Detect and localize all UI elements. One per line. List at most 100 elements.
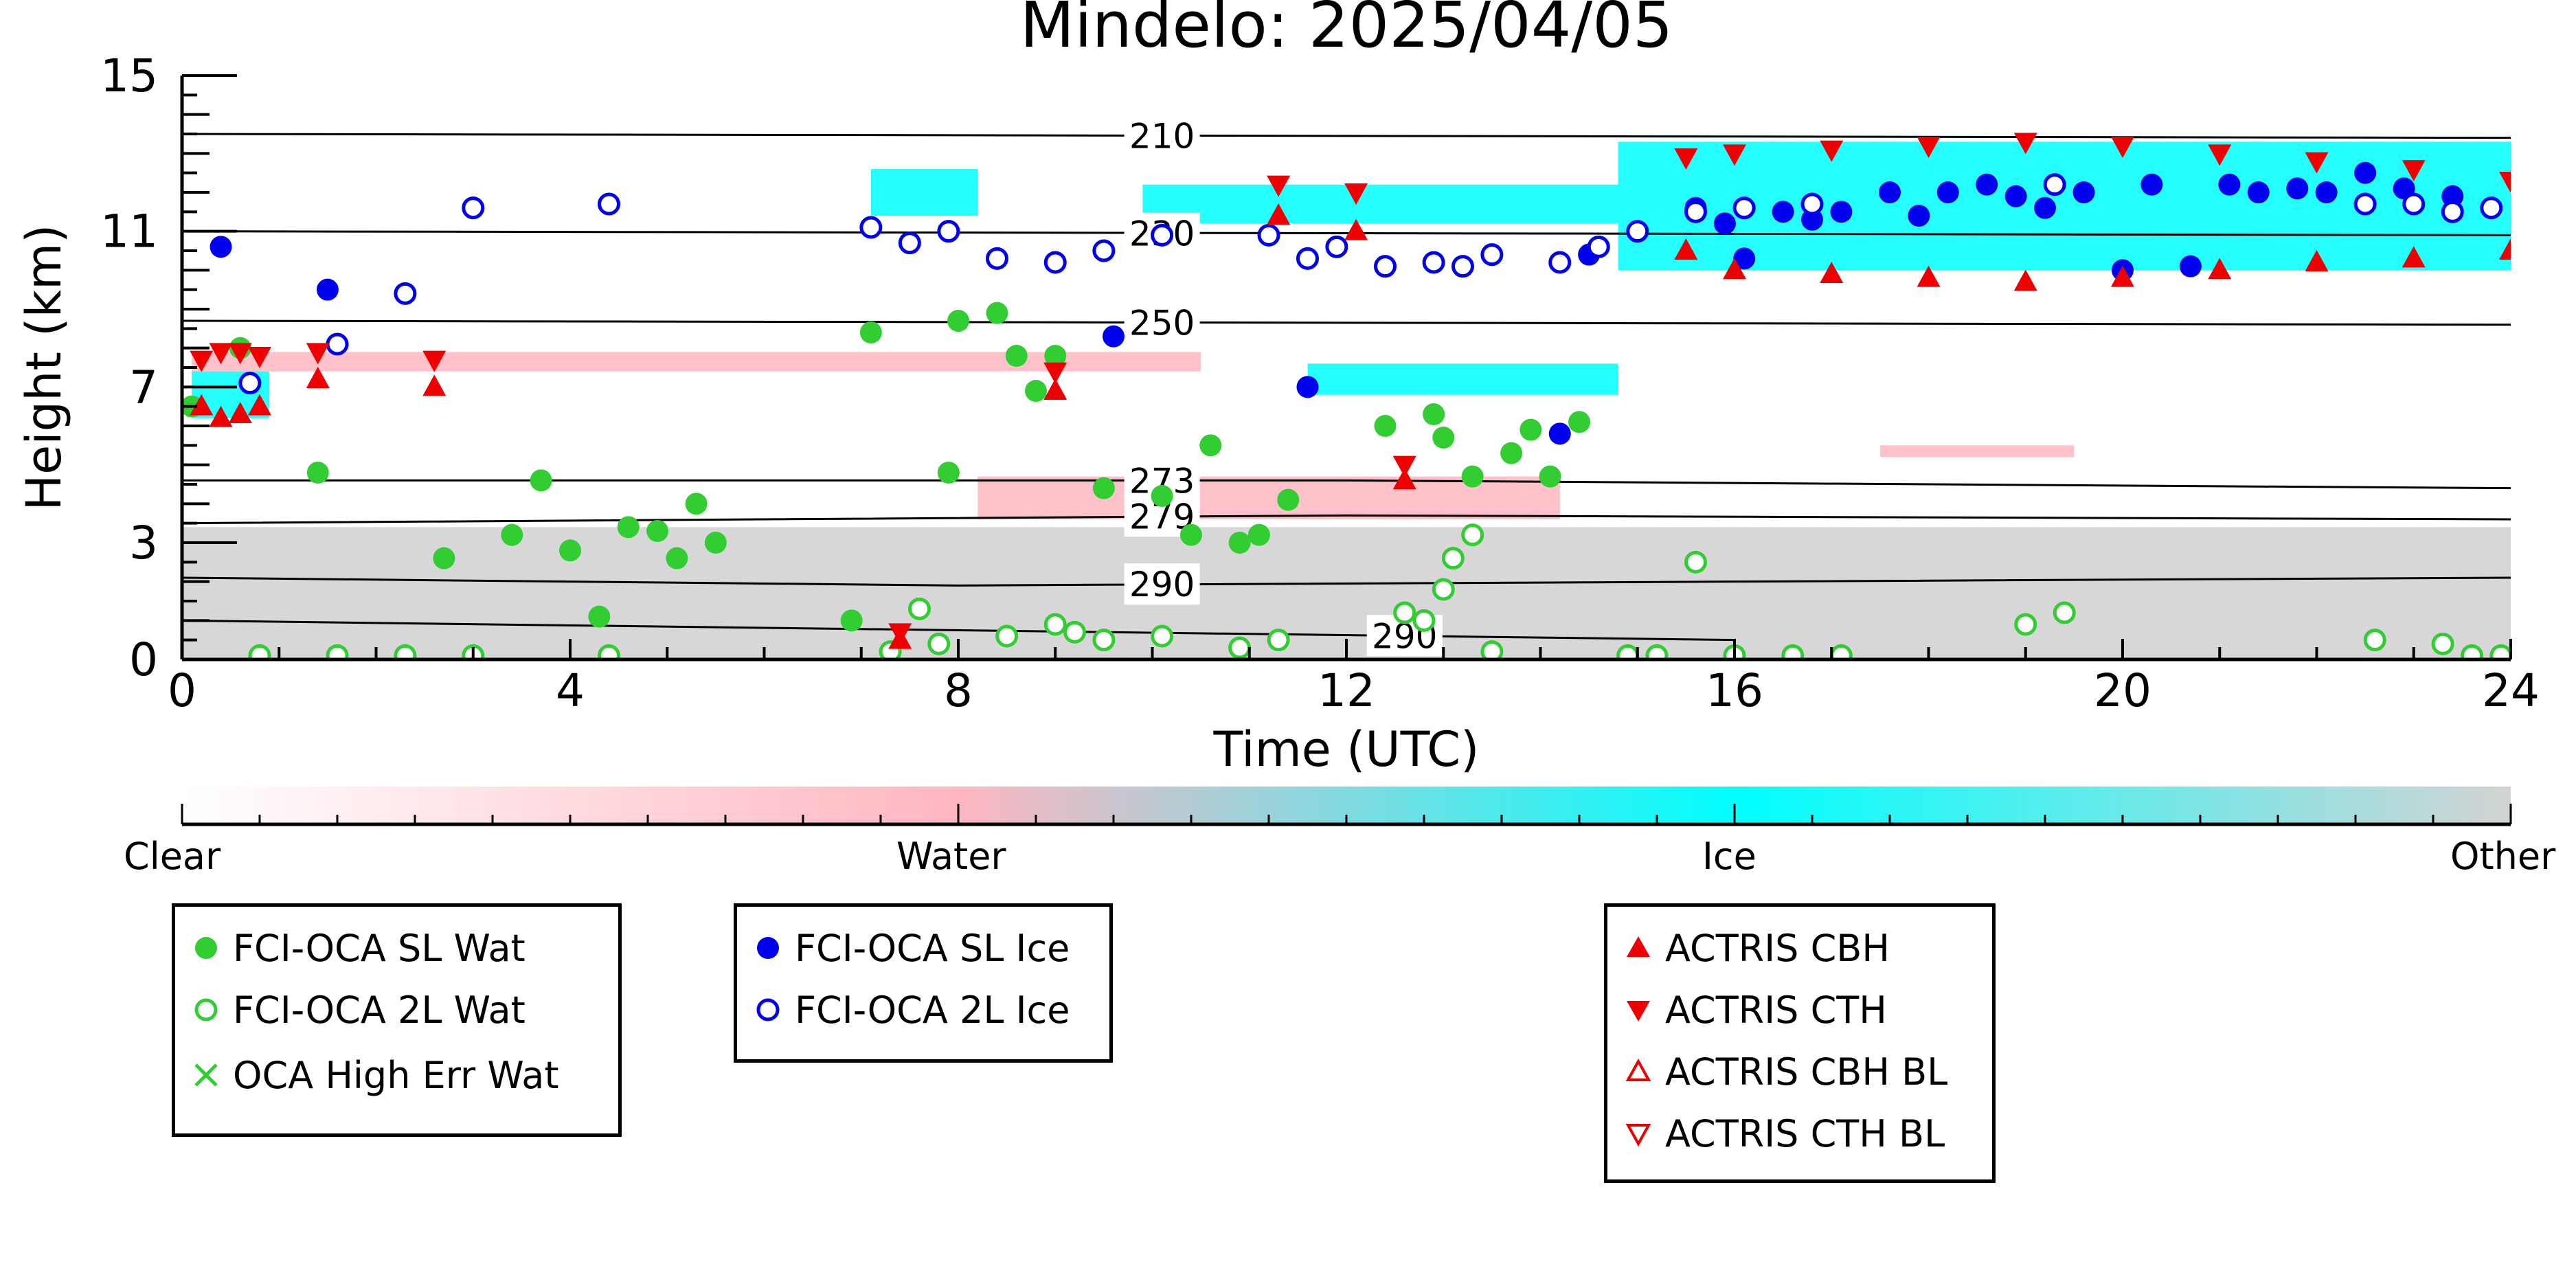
marker-triangle-up-filled <box>209 405 233 427</box>
marker-triangle-down-filled <box>248 347 271 368</box>
legend-label: OCA High Err Wat <box>233 1053 559 1097</box>
marker-circle-filled <box>840 609 863 632</box>
legend-label: FCI-OCA 2L Wat <box>233 988 526 1032</box>
isotherm-line <box>182 514 2511 525</box>
marker-circle-open <box>1412 609 1436 632</box>
marker-circle-filled <box>1423 403 1445 425</box>
y-tick-label: 7 <box>129 361 158 414</box>
y-tick-label: 3 <box>129 517 158 569</box>
marker-circle-open <box>326 644 349 659</box>
marker-circle-open <box>859 216 883 239</box>
legend-label: ACTRIS CBH <box>1665 926 1890 970</box>
y-axis-label: Height (km) <box>16 225 72 511</box>
marker-circle-open <box>1257 223 1280 247</box>
marker-circle-filled <box>1151 485 1173 507</box>
marker-circle-filled <box>306 462 329 484</box>
marker-circle-open <box>1732 196 1756 220</box>
marker-triangle-up-filled <box>2499 238 2511 260</box>
legend-label: FCI-OCA SL Wat <box>233 926 526 970</box>
marker-circle-open <box>927 632 951 655</box>
x-tick-label: 8 <box>944 664 973 717</box>
marker-triangle-up-filled <box>228 402 252 423</box>
marker-circle-filled <box>1539 465 1561 488</box>
marker-circle-filled <box>1005 345 1028 367</box>
marker-circle-open <box>394 282 417 305</box>
isotherm-label: 210 <box>1129 117 1195 157</box>
legend-label: FCI-OCA SL Ice <box>795 926 1070 970</box>
marker-circle-open <box>1451 255 1474 278</box>
marker-circle-open <box>1684 550 1707 574</box>
marker-circle-open <box>394 644 417 659</box>
legend-actris: ACTRIS CBH ACTRIS CTH ACTRIS CBH BL ACTR… <box>1604 903 1996 1183</box>
region-ice <box>1307 363 1618 395</box>
marker-circle-open <box>937 220 960 243</box>
marker-triangle-down-filled <box>1674 148 1698 170</box>
y-tick-label: 0 <box>129 633 158 686</box>
colorbar-label-water: Water <box>896 835 1006 878</box>
marker-circle-filled <box>316 278 339 301</box>
x-tick-label: 24 <box>2482 664 2540 717</box>
legend-label: ACTRIS CTH <box>1665 988 1887 1032</box>
isotherm-line <box>182 479 2511 490</box>
marker-circle-filled <box>1228 532 1251 554</box>
marker-triangle-down-filled <box>2208 144 2232 166</box>
marker-circle-filled <box>588 605 611 628</box>
marker-circle-filled <box>1432 427 1455 449</box>
marker-circle-filled <box>1879 181 1901 203</box>
marker-triangle-up-filled <box>1043 379 1067 400</box>
marker-circle-open <box>1063 620 1086 644</box>
marker-circle-open <box>2480 196 2503 220</box>
marker-circle-filled <box>1277 488 1300 511</box>
marker-circle-open <box>1480 243 1504 267</box>
region-ice <box>870 169 978 216</box>
marker-circle-open <box>1441 547 1465 570</box>
marker-circle-filled <box>210 236 232 258</box>
legend-water: FCI-OCA SL Wat FCI-OCA 2L Wat OCA High E… <box>172 903 622 1137</box>
marker-circle-open <box>1092 239 1116 262</box>
marker-triangle-down-filled <box>1392 455 1416 477</box>
marker-circle-open <box>598 644 620 659</box>
marker-circle-open <box>2053 601 2076 624</box>
isotherm-line <box>182 133 2511 139</box>
filled-circle-icon <box>195 937 217 959</box>
marker-triangle-down-filled <box>2111 137 2134 158</box>
marker-circle-filled <box>947 310 969 332</box>
legend-entry-cth-bl: ACTRIS CTH BL <box>1621 1106 1945 1161</box>
colorbar-label-clear: Clear <box>124 835 221 878</box>
open-circle-icon <box>756 998 780 1021</box>
marker-triangle-up-filled <box>1392 468 1416 490</box>
legend-entry-cbh-bl: ACTRIS CBH BL <box>1621 1044 1947 1099</box>
filled-circle-icon <box>757 937 779 959</box>
marker-circle-open <box>598 192 620 216</box>
isotherm-label-bg <box>1124 115 1200 157</box>
marker-circle-filled <box>1025 380 1047 402</box>
marker-circle-open <box>2489 644 2511 659</box>
region-water <box>978 476 1560 519</box>
colorbar-label-ice: Ice <box>1702 835 1756 878</box>
marker-triangle-down-filled <box>888 623 912 645</box>
triangle-up-icon <box>1627 936 1650 957</box>
marker-circle-open <box>1092 629 1116 652</box>
marker-circle-filled <box>617 516 640 539</box>
marker-circle-open <box>1645 644 1669 659</box>
marker-circle-filled <box>559 539 581 562</box>
marker-circle-open <box>2441 200 2464 223</box>
marker-circle-filled <box>2072 181 2095 203</box>
x-tick-label: 20 <box>2094 664 2151 717</box>
marker-circle-filled <box>859 321 882 343</box>
x-tick-label: 12 <box>1318 664 1375 717</box>
marker-circle-open <box>2363 629 2386 652</box>
isotherm-label: 250 <box>1129 304 1195 343</box>
x-mark-icon <box>194 1063 218 1087</box>
marker-circle-filled <box>2218 173 2241 196</box>
plot-axes: 0 4 8 12 16 20 24 0 3 7 11 15 <box>100 49 2540 717</box>
legend-entry-cbh: ACTRIS CBH <box>1621 920 1890 975</box>
marker-triangle-up-filled <box>248 394 271 416</box>
marker-circle-open <box>2461 644 2483 659</box>
marker-triangle-up-filled <box>1917 265 1941 287</box>
isotherm-line <box>182 576 2511 587</box>
marker-circle-filled <box>1772 201 1794 223</box>
marker-triangle-down-filled <box>1344 183 1368 205</box>
legend-label: FCI-OCA 2L Ice <box>795 988 1070 1032</box>
marker-circle-open <box>1393 601 1416 624</box>
